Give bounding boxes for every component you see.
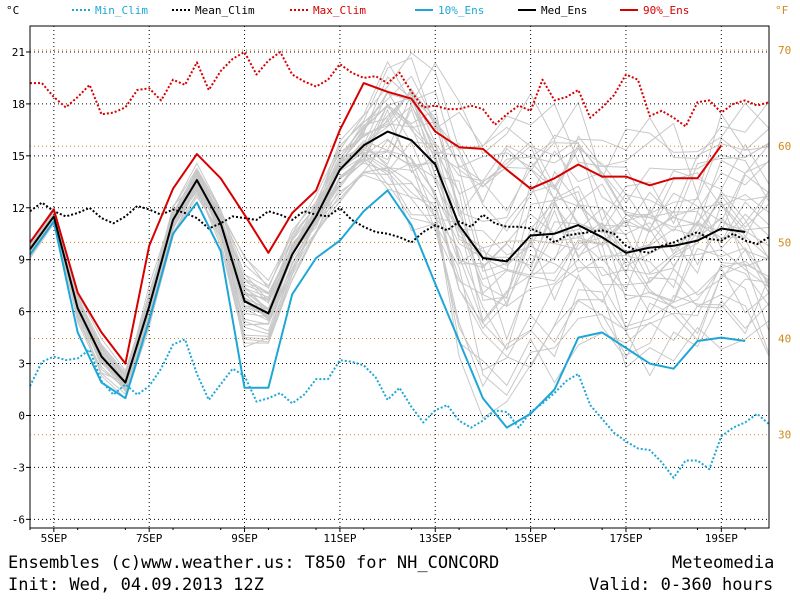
ensemble-member-line <box>29 139 770 383</box>
x-tick-label: 5SEP <box>41 532 68 545</box>
plot-frame <box>29 25 770 529</box>
series-line-max-clim <box>30 51 770 128</box>
axis-ticks: -6 -3 0 3 6 9 12 15 18 21 30 40 50 60 70 5SEP 7SEP 9SEP 11… <box>12 44 792 545</box>
y-tick-label-fahrenheit: 60 <box>778 140 791 153</box>
y-tick-label: -6 <box>12 513 25 526</box>
y-tick-label-fahrenheit: 40 <box>778 333 791 346</box>
series-line-90-ens <box>29 82 723 365</box>
x-tick-label: 19SEP <box>705 532 738 545</box>
y-tick-label: 21 <box>12 46 25 59</box>
legend: Min_Clim Mean_Clim Max_Clim 10%_Ens Med_Ens 9… <box>72 4 689 17</box>
unit-left-label: °C <box>6 4 19 17</box>
legend-label: Min_Clim <box>95 4 148 17</box>
x-tick-label: 9SEP <box>231 532 258 545</box>
legend-label: Max_Clim <box>313 4 366 17</box>
y-tick-label-fahrenheit: 50 <box>778 236 791 249</box>
ensemble-member-line <box>29 75 770 387</box>
series-line-med-ens <box>29 130 746 384</box>
footer-valid: Valid: 0-360 hours <box>589 575 774 595</box>
y-tick-label: 6 <box>18 306 25 319</box>
y-tick-label: -3 <box>12 461 25 474</box>
y-tick-label: 18 <box>12 98 25 111</box>
ensemble-member-line <box>29 123 770 387</box>
x-tick-label: 17SEP <box>609 532 642 545</box>
legend-label: Med_Ens <box>541 4 587 17</box>
x-tick-label: 15SEP <box>514 532 547 545</box>
series-line-min-clim <box>29 338 770 479</box>
unit-right-label: °F <box>775 4 788 17</box>
footer-init: Init: Wed, 04.09.2013 12Z <box>8 575 264 595</box>
series-line-10-ens <box>29 189 746 429</box>
y-tick-label-fahrenheit: 70 <box>778 44 791 57</box>
series-line-mean-clim <box>29 201 770 254</box>
y-tick-label-fahrenheit: 30 <box>778 429 791 442</box>
legend-label: 10%_Ens <box>438 4 484 17</box>
x-tick-label: 13SEP <box>419 532 452 545</box>
y-tick-label: 0 <box>18 409 25 422</box>
series-lines <box>29 51 770 479</box>
y-tick-label: 9 <box>18 254 25 267</box>
footer-title: Ensembles (c)www.weather.us: T850 for NH… <box>8 553 500 573</box>
x-tick-label: 7SEP <box>136 532 163 545</box>
legend-label: Mean_Clim <box>195 4 255 17</box>
footer-source: Meteomedia <box>672 553 775 573</box>
ensemble-member-line <box>29 52 770 383</box>
y-tick-label: 15 <box>12 150 25 163</box>
y-tick-label: 12 <box>12 202 25 215</box>
legend-label: 90%_Ens <box>643 4 689 17</box>
x-tick-label: 11SEP <box>323 532 356 545</box>
y-tick-label: 3 <box>18 358 25 371</box>
